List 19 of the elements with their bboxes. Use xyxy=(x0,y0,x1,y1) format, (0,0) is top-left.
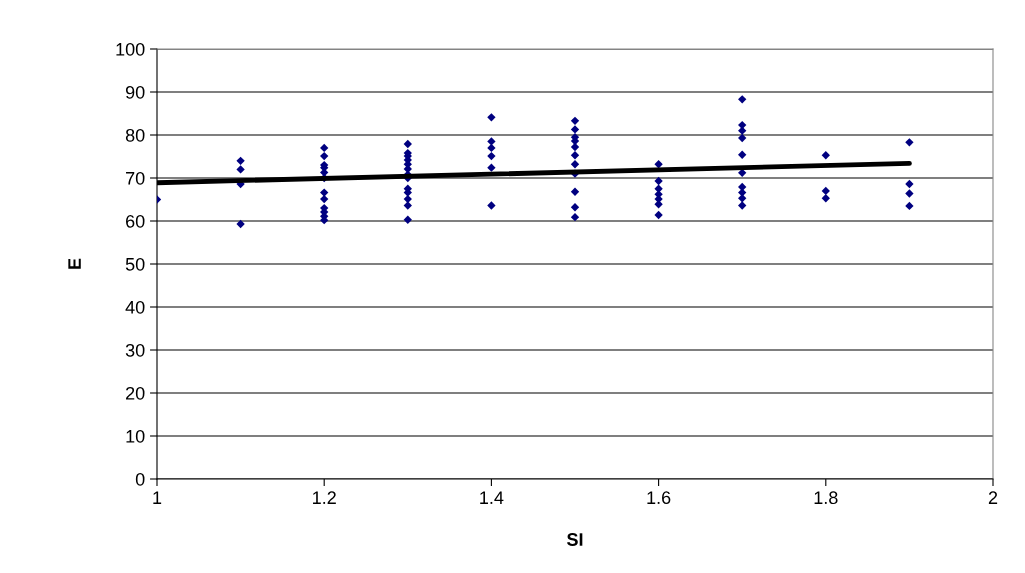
x-tick-label: 1.2 xyxy=(313,491,336,504)
x-axis-title: SI xyxy=(566,533,583,546)
x-tick-label: 1.6 xyxy=(647,491,671,505)
y-tick-label: 10 xyxy=(126,429,145,443)
x-tick-label: 1.4 xyxy=(480,491,504,504)
x-tick-label: 1.8 xyxy=(814,491,838,505)
y-tick-label: 80 xyxy=(125,128,145,142)
y-tick-label: 90 xyxy=(125,85,145,99)
y-tick-label: 50 xyxy=(125,257,145,271)
y-tick-label: 70 xyxy=(126,171,145,185)
y-tick-label: 30 xyxy=(125,343,145,357)
y-tick-label: 20 xyxy=(126,386,145,400)
y-axis-title: E xyxy=(68,258,81,269)
y-tick-label: 100 xyxy=(116,42,145,56)
y-tick-label: 60 xyxy=(126,214,145,228)
x-tick-label: 1 xyxy=(153,491,162,504)
y-tick-label: 40 xyxy=(125,300,145,314)
x-tick-label: 2 xyxy=(988,491,998,504)
y-tick-label: 0 xyxy=(135,472,145,486)
